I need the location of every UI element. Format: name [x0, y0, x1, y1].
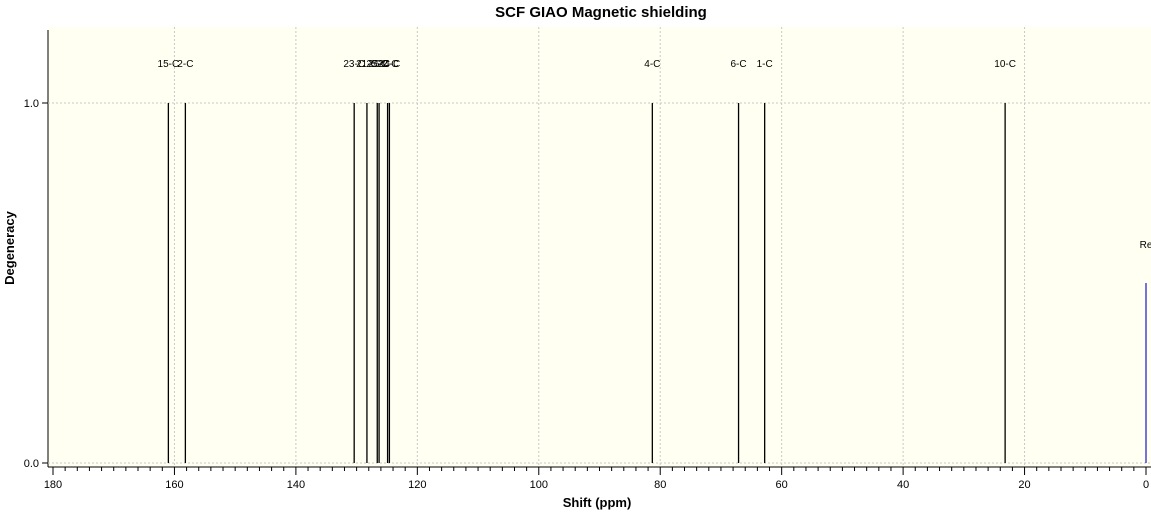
- peak-label: 4-C: [644, 59, 660, 70]
- peak-label: 6-C: [730, 59, 746, 70]
- peak-label: 2-C: [177, 59, 193, 70]
- y-tick-label: 0.0: [24, 458, 39, 470]
- peak-layer: 15-C2-C 23-C21-C25-C26-C22-C24-C 4-C 6-C 1-C…: [158, 59, 1151, 463]
- x-tick-label: 0: [1143, 479, 1149, 491]
- x-tick-label: 40: [897, 479, 909, 491]
- x-tick-label: 120: [408, 479, 426, 491]
- y-tick-label: 1.0: [24, 98, 39, 110]
- x-tick-label: 140: [287, 479, 305, 491]
- peak-label: 21-C: [356, 59, 378, 70]
- peak-label: 1-C: [757, 59, 773, 70]
- x-tick-label: 100: [530, 479, 548, 491]
- peak-label: 26-C: [368, 59, 390, 70]
- peak-label: 25-C: [366, 59, 388, 70]
- peak-label: 24-C: [379, 59, 401, 70]
- chart-title: SCF GIAO Magnetic shielding: [495, 4, 707, 21]
- peak-label: 22-C: [377, 59, 399, 70]
- x-axis-title: Shift (ppm): [563, 495, 632, 510]
- peak-label: Re: [1140, 240, 1151, 251]
- x-tick-label: 60: [776, 479, 788, 491]
- y-axis-title: Degeneracy: [2, 210, 17, 284]
- x-tick-label: 180: [44, 479, 62, 491]
- axis-layer: 180 160 140 120 100 80 60 40 20 0 0.0 1.0: [24, 98, 1151, 491]
- peak-label: 23-C: [343, 59, 365, 70]
- x-tick-label: 80: [654, 479, 666, 491]
- peak-label: 15-C: [158, 59, 180, 70]
- peak-label: 10-C: [994, 59, 1016, 70]
- grid-layer: [48, 27, 1151, 467]
- x-tick-label: 160: [165, 479, 183, 491]
- plot-area: [48, 27, 1151, 467]
- x-tick-label: 20: [1018, 479, 1030, 491]
